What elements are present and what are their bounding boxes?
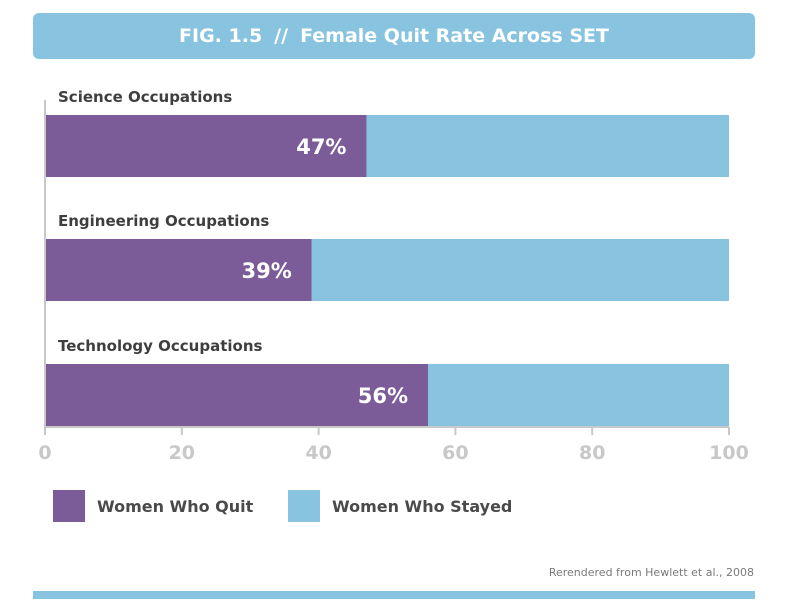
bar-chart: Science Occupations 47% Engineering Occupa… <box>38 88 749 464</box>
title-separator: // <box>274 25 289 47</box>
bar-stayed <box>428 364 729 426</box>
figure-number: FIG. 1.5 <box>179 25 263 47</box>
data-label: 47% <box>296 135 346 159</box>
legend-item-quit: Women Who Quit <box>53 490 253 522</box>
legend-item-stayed: Women Who Stayed <box>288 490 512 522</box>
data-label: 39% <box>241 259 291 283</box>
category-label: Engineering Occupations <box>58 212 269 230</box>
chart-title-banner: FIG. 1.5 // Female Quit Rate Across SET <box>33 13 755 59</box>
x-tick-label: 20 <box>169 442 195 464</box>
chart-title: Female Quit Rate Across SET <box>300 25 609 47</box>
legend-label-quit: Women Who Quit <box>97 496 254 516</box>
footer-bar <box>33 591 755 599</box>
bar-stayed <box>366 115 729 177</box>
x-tick-label: 0 <box>38 442 51 464</box>
x-tick-label: 40 <box>305 442 331 464</box>
legend-swatch-quit <box>53 490 85 522</box>
source-credit: Rerendered from Hewlett et al., 2008 <box>548 566 754 579</box>
bar-quit <box>45 115 367 177</box>
category-label: Technology Occupations <box>58 337 263 355</box>
data-label: 56% <box>358 384 408 408</box>
bar-quit <box>45 364 429 426</box>
bar-stayed <box>311 239 729 301</box>
x-tick-label: 100 <box>709 442 749 464</box>
x-tick-label: 80 <box>579 442 605 464</box>
x-tick-label: 60 <box>442 442 468 464</box>
legend-label-stayed: Women Who Stayed <box>332 496 513 516</box>
bar-quit <box>45 239 312 301</box>
legend-swatch-stayed <box>288 490 320 522</box>
category-label: Science Occupations <box>58 88 232 106</box>
